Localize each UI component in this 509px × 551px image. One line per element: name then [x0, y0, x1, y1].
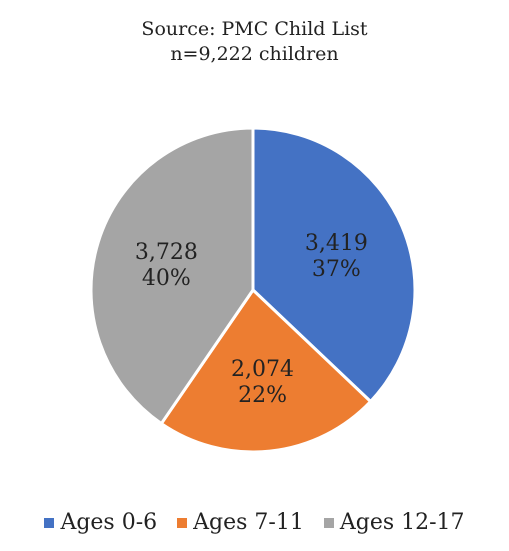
slice-percent-label-ages-7-11: 22% [238, 383, 287, 408]
legend-label-ages-7-11: Ages 7-11 [193, 510, 304, 535]
pie-slice-ages-12-17 [89, 126, 255, 426]
legend-swatch-ages-0-6 [44, 518, 55, 528]
legend-swatch-ages-12-17 [323, 518, 334, 528]
chart-subtitle-source: Source: PMC Child List [141, 18, 368, 40]
legend-item-ages-7-11: Ages 7-11 [177, 508, 304, 538]
slice-value-label-ages-0-6: 3,419 [305, 231, 368, 256]
slice-value-label-ages-7-11: 2,074 [231, 357, 294, 382]
legend-label-ages-0-6: Ages 0-6 [60, 510, 158, 535]
legend-swatch-ages-7-11 [177, 518, 188, 528]
slice-percent-label-ages-0-6: 37% [312, 257, 361, 282]
legend-label-ages-12-17: Ages 12-17 [339, 510, 465, 535]
legend-item-ages-0-6: Ages 0-6 [44, 508, 157, 538]
slice-value-label-ages-12-17: 3,728 [135, 240, 198, 265]
legend-item-ages-12-17: Ages 12-17 [323, 508, 465, 538]
pie-slice-ages-7-11 [159, 287, 373, 454]
chart-legend: Ages 0-6 Ages 7-11 Ages 12-17 [0, 508, 509, 538]
chart-subtitle-sample-size: n=9,222 children [170, 43, 339, 65]
slice-percent-label-ages-12-17: 40% [142, 266, 191, 291]
pie-slice-ages-0-6 [251, 126, 417, 404]
